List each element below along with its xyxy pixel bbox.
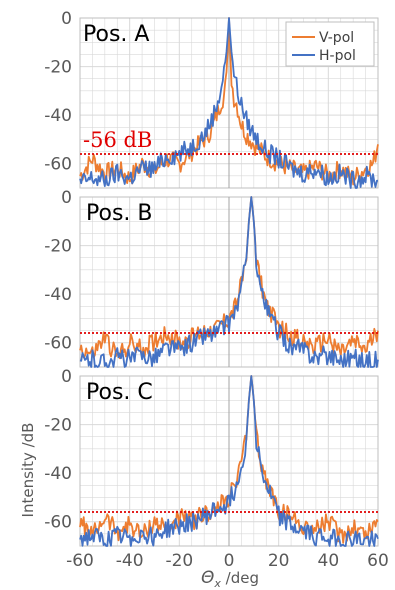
y-tick-label: 0 [61, 188, 72, 208]
panel-label: Pos. C [86, 380, 153, 405]
legend-box [285, 21, 375, 67]
reference-line-label: -56 dB [83, 128, 152, 152]
y-tick-label: -60 [44, 155, 72, 175]
series-h-pol [79, 196, 379, 368]
x-tick-label: -20 [165, 551, 193, 571]
legend-entry-v-pol: V-pol [319, 30, 354, 46]
y-tick-label: -60 [44, 513, 72, 533]
series-v-pol [79, 375, 379, 544]
x-tick-label: 20 [268, 551, 290, 571]
y-tick-label: -20 [44, 416, 72, 436]
panel-2: 0 -20 -40 -60 Pos. B [44, 188, 379, 368]
panel-3: 0 -20 -40 -60 Pos. C -60 -40 -20 0 20 40 60 [44, 367, 389, 571]
legend-entry-h-pol: H-pol [319, 48, 356, 64]
x-axis-title-unit: /deg [221, 569, 259, 587]
legend: V-pol H-pol [285, 21, 375, 67]
x-axis-title: Θx /deg [201, 568, 259, 590]
panel-1: 0 -20 -40 -60 Pos. A -56 dB V-pol H-pol [44, 9, 379, 189]
y-tick-label: -60 [44, 334, 72, 354]
x-tick-label: -60 [66, 551, 94, 571]
series-h-pol [79, 17, 379, 189]
series-h-pol [79, 375, 379, 547]
x-tick-label: 0 [224, 551, 235, 571]
x-axis-title-subscript: x [213, 577, 221, 590]
y-tick-label: -40 [44, 464, 72, 484]
y-tick-label: -40 [44, 285, 72, 305]
y-tick-label: -40 [44, 106, 72, 126]
y-tick-label: 0 [61, 367, 72, 387]
y-tick-label: -20 [44, 58, 72, 78]
y-axis-title: Intensity /dB [19, 423, 37, 518]
y-tick-label: -20 [44, 237, 72, 257]
x-axis-title-symbol: Θ [201, 568, 214, 588]
x-tick-label: -40 [116, 551, 144, 571]
y-tick-label: 0 [61, 9, 72, 29]
x-tick-label: 40 [318, 551, 340, 571]
panel-label: Pos. A [83, 22, 149, 47]
panel-label: Pos. B [86, 201, 152, 226]
x-tick-label: 60 [367, 551, 389, 571]
